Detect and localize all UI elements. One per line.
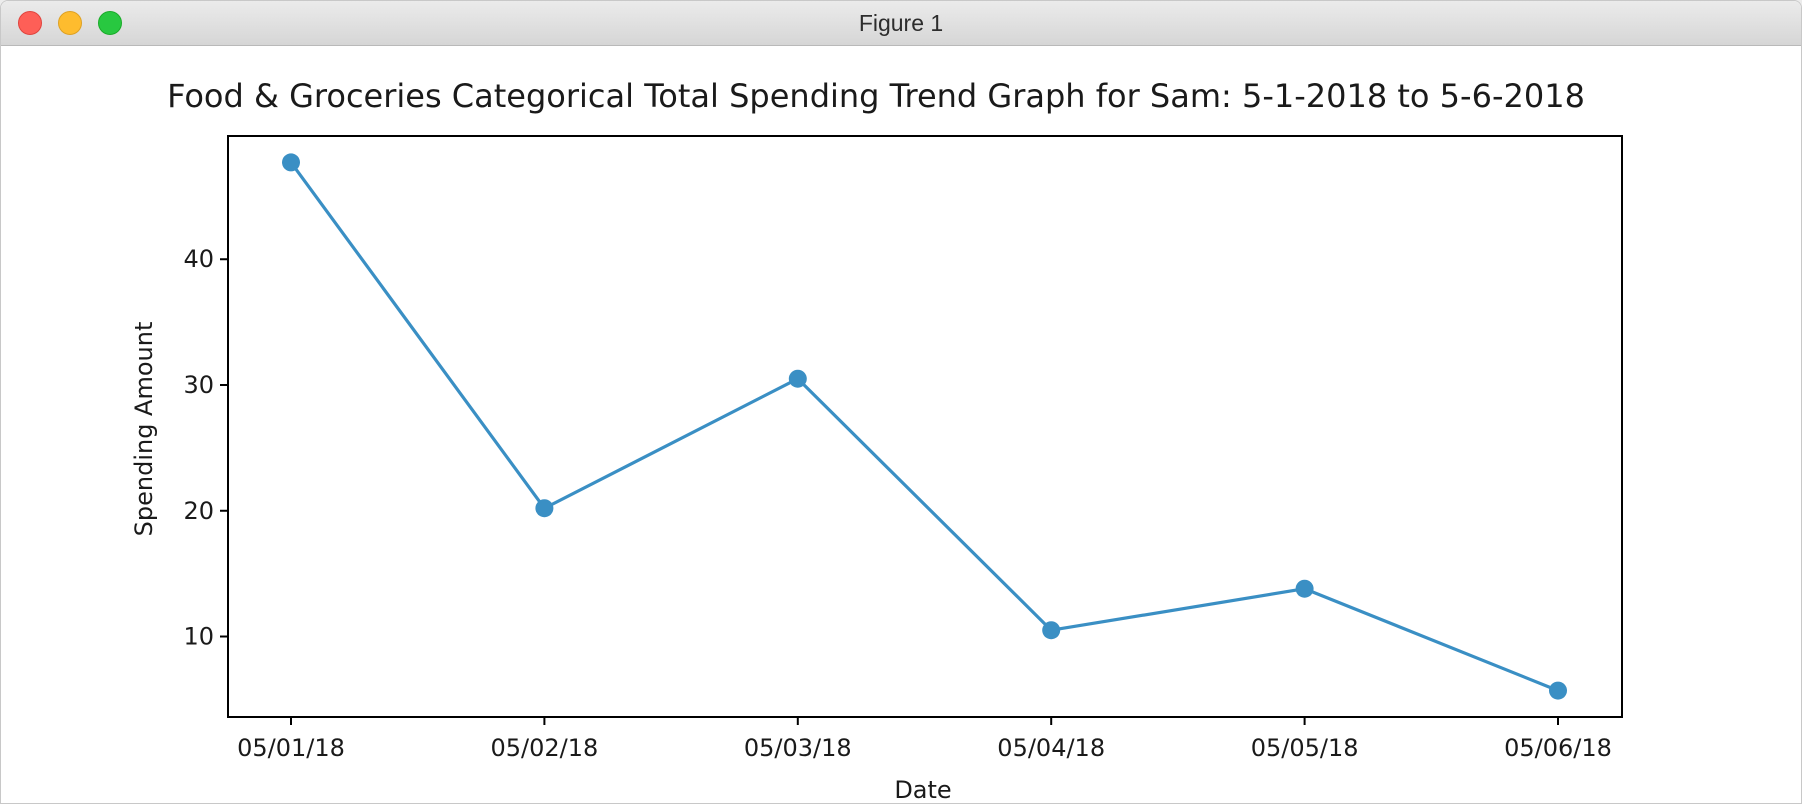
x-axis: 05/01/18 05/02/18 05/03/18 05/04/18 05/05/18… xyxy=(237,717,1612,762)
y-axis-label: Spending Amount xyxy=(130,322,158,537)
minimize-button[interactable] xyxy=(58,11,82,35)
data-point xyxy=(282,153,300,172)
data-point xyxy=(788,369,807,388)
data-point xyxy=(1295,579,1314,598)
y-tick-label: 10 xyxy=(183,623,214,651)
y-axis: 10 20 30 40 xyxy=(183,245,228,651)
data-point xyxy=(1549,681,1567,700)
plot-area xyxy=(227,135,1623,718)
chart-title: Food & Groceries Categorical Total Spend… xyxy=(167,77,1585,115)
series-line xyxy=(289,161,1559,693)
x-tick-label: 05/05/18 xyxy=(1251,734,1359,762)
data-series xyxy=(282,153,1567,700)
figure-canvas: Food & Groceries Categorical Total Spend… xyxy=(1,46,1801,803)
zoom-button[interactable] xyxy=(98,11,122,35)
close-button[interactable] xyxy=(18,11,42,35)
x-tick-label: 05/04/18 xyxy=(997,734,1105,762)
y-tick-label: 30 xyxy=(183,371,214,399)
y-tick-label: 40 xyxy=(183,245,214,273)
x-axis-label: Date xyxy=(894,776,951,803)
data-point xyxy=(535,499,554,518)
title-bar: Figure 1 xyxy=(1,1,1801,46)
data-point xyxy=(1042,621,1061,640)
y-tick-label: 20 xyxy=(183,497,214,525)
x-tick-label: 05/06/18 xyxy=(1504,734,1612,762)
x-tick-label: 05/03/18 xyxy=(744,734,852,762)
window-title: Figure 1 xyxy=(858,10,944,36)
x-tick-label: 05/01/18 xyxy=(237,734,345,762)
x-tick-label: 05/02/18 xyxy=(491,734,599,762)
line-chart: Food & Groceries Categorical Total Spend… xyxy=(130,77,1623,803)
